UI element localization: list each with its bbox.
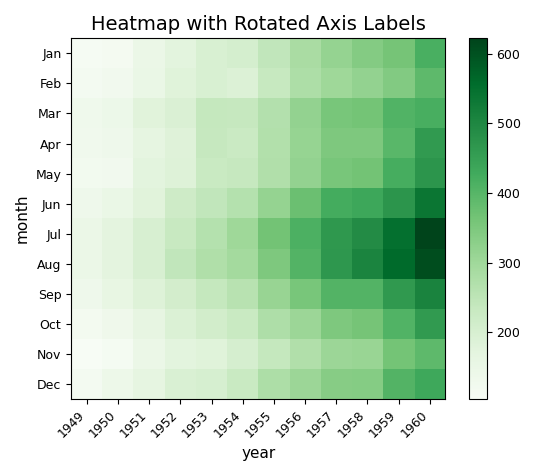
Y-axis label: month: month [15,194,30,243]
Title: Heatmap with Rotated Axis Labels: Heatmap with Rotated Axis Labels [91,15,425,34]
X-axis label: year: year [241,446,275,461]
